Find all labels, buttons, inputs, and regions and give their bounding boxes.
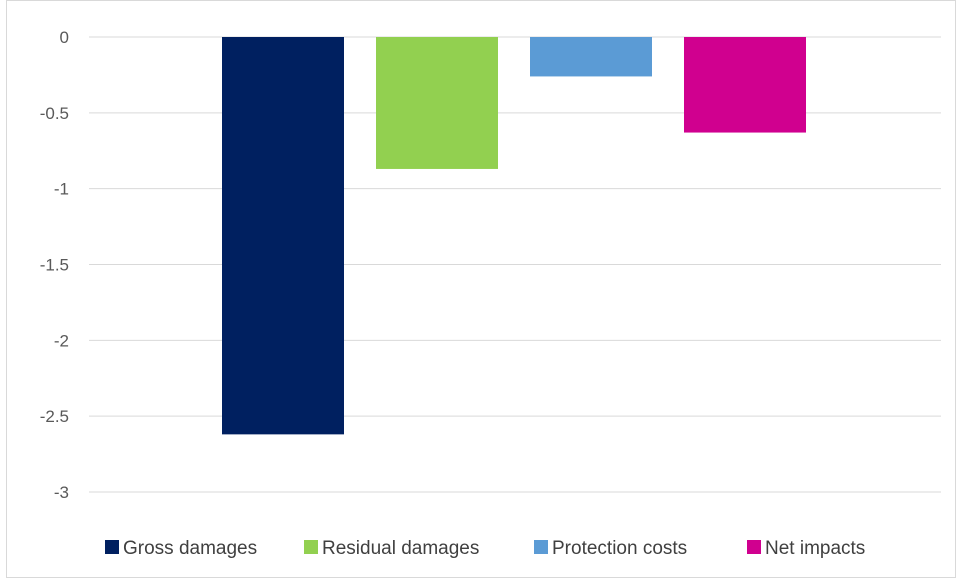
bar-residual-damages — [376, 37, 498, 169]
legend-label: Residual damages — [322, 538, 479, 559]
legend-item: Residual damages — [304, 538, 479, 559]
legend-label: Net impacts — [765, 538, 865, 559]
bar-net-impacts — [684, 37, 806, 133]
legend-item: Protection costs — [534, 538, 687, 559]
y-tick-label: -2.5 — [40, 407, 69, 426]
legend-label: Protection costs — [552, 538, 687, 559]
bar-protection-costs — [530, 37, 652, 77]
y-tick-label: 0 — [60, 28, 69, 47]
legend-swatch — [747, 540, 761, 554]
y-tick-label: -0.5 — [40, 104, 69, 123]
legend-swatch — [534, 540, 548, 554]
legend: Gross damages Residual damages Protection … — [105, 538, 865, 559]
bar-chart: 0 -0.5 -1 -1.5 -2 -2.5 -3 Gross damages Residua… — [40, 28, 941, 559]
legend-item: Net impacts — [747, 538, 865, 559]
legend-swatch — [105, 540, 119, 554]
y-tick-label: -3 — [54, 483, 69, 502]
bars — [222, 37, 806, 435]
legend-swatch — [304, 540, 318, 554]
y-tick-label: -2 — [54, 331, 69, 350]
legend-label: Gross damages — [123, 538, 257, 559]
legend-item: Gross damages — [105, 538, 257, 559]
y-tick-label: -1.5 — [40, 256, 69, 275]
bar-gross-damages — [222, 37, 344, 435]
chart-area: 0 -0.5 -1 -1.5 -2 -2.5 -3 Gross damages Residua… — [6, 0, 956, 578]
y-tick-label: -1 — [54, 180, 69, 199]
gridlines — [89, 36, 941, 493]
y-axis-ticks: 0 -0.5 -1 -1.5 -2 -2.5 -3 — [40, 28, 69, 502]
